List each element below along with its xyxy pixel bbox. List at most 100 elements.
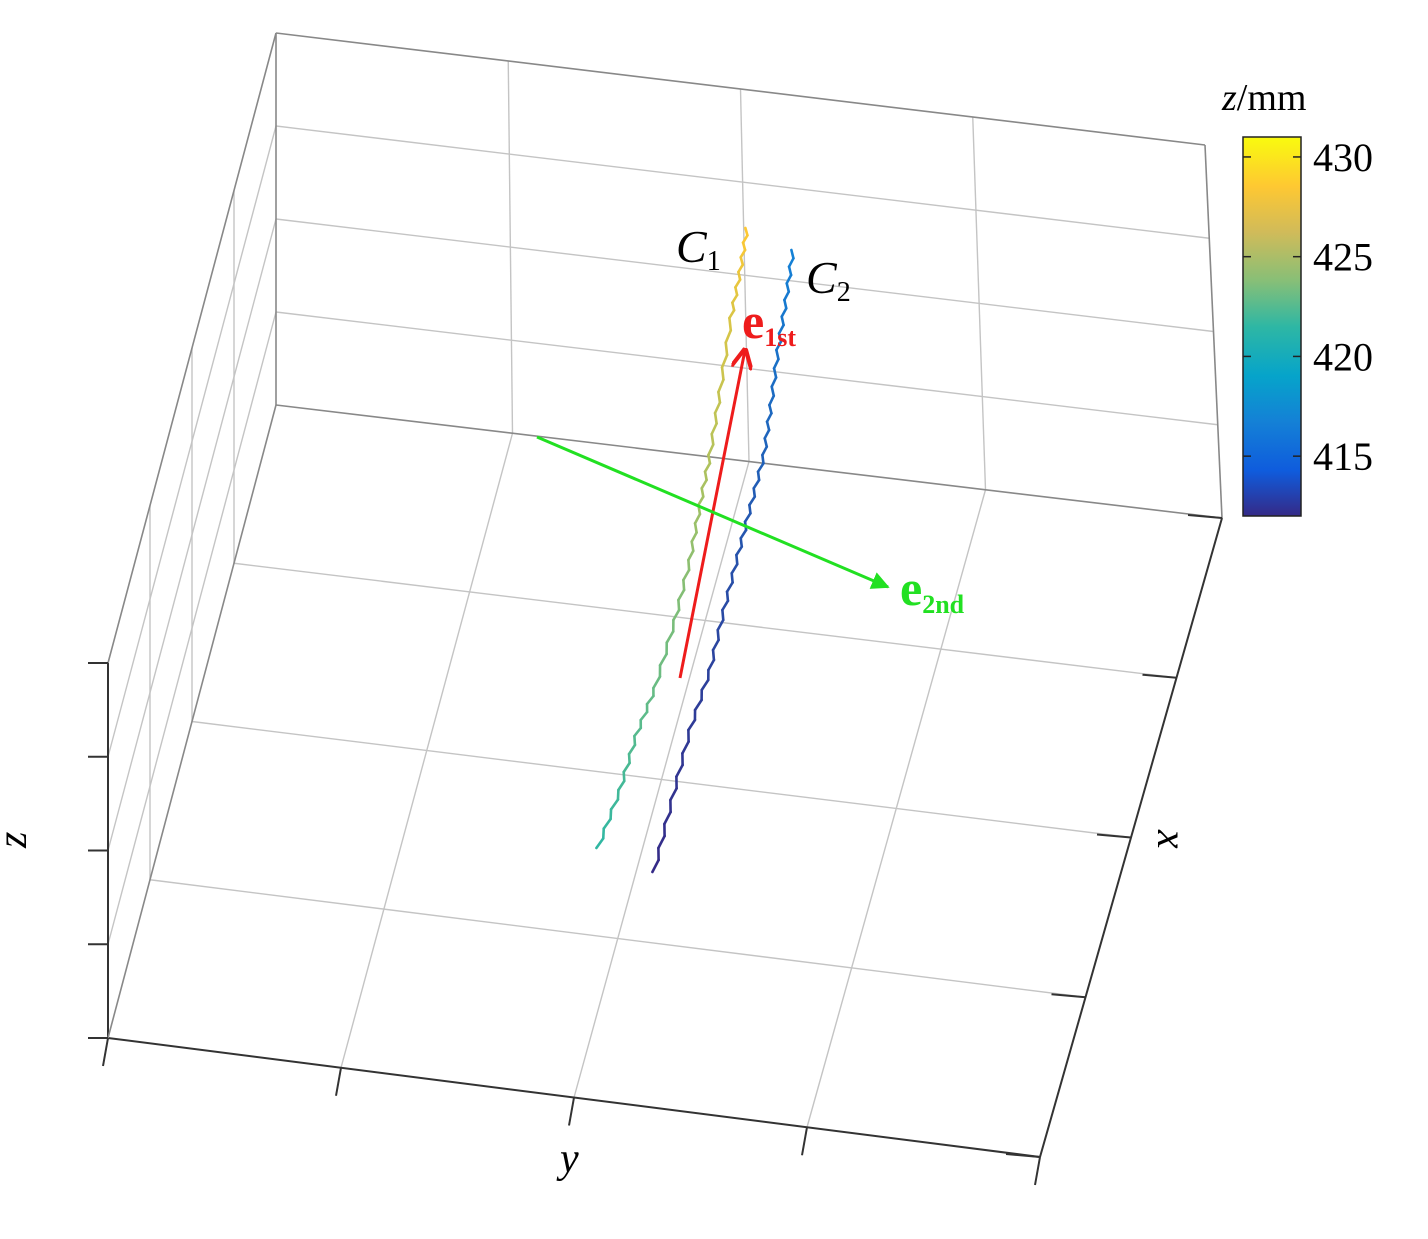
curve-c2 <box>651 248 795 874</box>
curve-segment <box>633 726 643 738</box>
back-wall-grid <box>275 60 1218 490</box>
curve-segment <box>734 286 739 297</box>
curve-segment <box>707 453 712 465</box>
axis-ticks <box>88 514 1223 1186</box>
vector-label-e2nd: e2nd <box>900 560 965 619</box>
back-grid-line-horizontal <box>275 125 1210 239</box>
curve-segment <box>772 357 780 370</box>
left-grid-line-horizontal <box>107 311 277 945</box>
curve-segment <box>672 608 681 622</box>
curve-segment <box>752 478 761 490</box>
curve-segment <box>787 257 795 268</box>
curve-segment <box>765 412 773 423</box>
curve-segment <box>768 394 776 407</box>
curve-segment <box>768 403 773 415</box>
curve-segment <box>748 503 752 515</box>
y-axis-tick <box>568 1097 575 1126</box>
curve-segment <box>700 478 708 490</box>
curve-segment <box>730 572 734 584</box>
curve-segment <box>693 522 698 534</box>
curve-segment <box>724 329 733 344</box>
x-axis-tick <box>1096 833 1132 839</box>
floor-grid-line-x <box>233 562 1177 679</box>
curve-segment <box>707 658 716 672</box>
curve-segment <box>739 248 747 259</box>
curve-segment <box>713 401 722 415</box>
curve-segment <box>737 263 745 274</box>
curve-segment <box>657 834 666 850</box>
floor-grid <box>149 433 1177 1128</box>
x-axis-tick <box>1142 673 1177 679</box>
curve-segment <box>652 675 662 690</box>
point-cloud-curves <box>595 226 795 874</box>
curve-segment <box>687 718 697 732</box>
curve-label-c2: C2 <box>806 252 851 308</box>
colorbar-tick-label: 430 <box>1313 135 1373 180</box>
curve-segment <box>711 638 720 652</box>
left-grid-line-horizontal <box>107 125 277 757</box>
curve-segment <box>725 581 734 593</box>
curve-segment <box>651 858 660 874</box>
curve-segment <box>713 411 718 425</box>
curve-segment <box>622 770 626 783</box>
curve-segment <box>693 512 702 525</box>
back-right-vertical-edge <box>1204 144 1223 519</box>
y-axis-tick <box>102 1037 109 1067</box>
curve-segment <box>595 837 605 850</box>
curve-segment <box>756 462 765 473</box>
curve-segment <box>783 290 791 302</box>
curve-segment <box>724 341 729 357</box>
curve-segment <box>703 462 712 473</box>
curve-segment <box>761 453 765 465</box>
curve-segment <box>627 743 637 756</box>
curve-segment <box>775 348 780 361</box>
floor-grid-line-x <box>191 720 1132 839</box>
curve-segment <box>770 376 778 388</box>
curve-segment <box>663 810 672 826</box>
floor-grid-line-x <box>149 879 1086 998</box>
curve-segment <box>770 385 776 398</box>
curve-segment <box>787 265 793 277</box>
curve-segment <box>785 282 791 293</box>
curve-label-c1: C1 <box>676 221 721 277</box>
colorbar: 430 425 420 415 z/mm <box>1221 77 1373 517</box>
curve-segment <box>731 293 739 304</box>
curve-segment <box>645 694 655 706</box>
e2nd-vector-arrow <box>536 435 890 589</box>
curve-segment <box>682 578 686 592</box>
curve-segment <box>783 298 788 310</box>
curve-segment <box>734 278 742 289</box>
curve-segment <box>763 428 771 440</box>
curve-segment <box>761 445 769 457</box>
curve-segment <box>752 487 757 498</box>
left-grid-line-horizontal <box>107 218 277 851</box>
z-axis-label: z <box>0 832 36 849</box>
curve-segment <box>690 540 695 553</box>
curve-segment <box>622 761 631 774</box>
curve-segment <box>710 422 718 436</box>
y-axis-label: y <box>556 1136 579 1182</box>
colorbar-tick-label: 425 <box>1313 235 1373 280</box>
colorbar-ticks: 430 425 420 415 <box>1243 135 1373 479</box>
colorbar-title: z/mm <box>1221 77 1306 119</box>
axis-lines <box>107 32 1223 1158</box>
curve-segment <box>716 628 720 642</box>
curve-segment <box>790 248 795 260</box>
curve-segment <box>677 588 686 602</box>
curve-segment <box>681 740 690 755</box>
left-top-edge <box>107 32 277 664</box>
curve-segment <box>720 353 729 369</box>
curve-segment <box>720 366 725 381</box>
curve-segment <box>707 443 715 457</box>
curve-segment <box>602 817 612 830</box>
curve-segment <box>725 590 730 603</box>
x-axis-label: x <box>1148 829 1194 849</box>
curve-segment <box>728 316 733 332</box>
x-axis-tick <box>1187 514 1223 519</box>
curve-segment <box>763 437 769 448</box>
curve-segment <box>682 568 691 582</box>
x-axis-tick <box>1005 1153 1041 1158</box>
colorbar-tick-label: 420 <box>1313 334 1373 379</box>
colorbar-gradient <box>1242 136 1302 517</box>
